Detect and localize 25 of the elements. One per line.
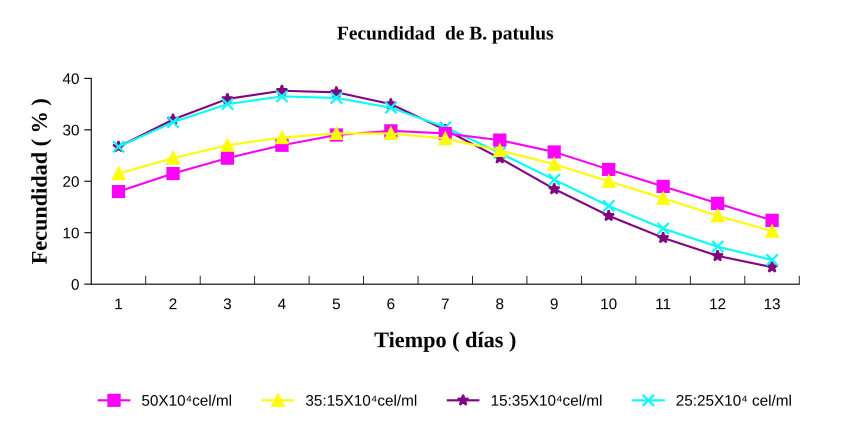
y-tick-label: 40 <box>62 73 79 84</box>
legend-label: 50X10⁴cel/ml <box>142 394 232 406</box>
x-tick-label: 3 <box>224 298 231 310</box>
legend-label: 25:25X10⁴ cel/ml <box>676 394 791 406</box>
x-tick-label: 6 <box>387 298 394 310</box>
legend-label: 35:15X10⁴cel/ml <box>306 394 416 406</box>
y-tick-label: 20 <box>63 176 79 187</box>
x-tick-label: 10 <box>601 298 617 310</box>
x-tick-label: 5 <box>332 298 340 310</box>
x-tick-label: 4 <box>278 298 286 310</box>
y-axis-title: Fecundidad ( % ) <box>31 99 52 264</box>
x-tick-label: 8 <box>496 298 504 310</box>
x-tick-label: 11 <box>656 298 670 310</box>
y-tick-label: 10 <box>64 228 79 238</box>
x-tick-label: 7 <box>442 298 449 310</box>
x-tick-label: 2 <box>169 298 176 310</box>
x-tick-label: 9 <box>550 298 558 310</box>
x-tick-label: 12 <box>710 298 726 310</box>
x-tick-label: 1 <box>115 298 122 310</box>
y-tick-label: 0 <box>72 279 79 290</box>
x-tick-label: 13 <box>764 298 780 310</box>
legend-label: 15:35X10⁴cel/ml <box>492 394 602 406</box>
x-axis-title: Tiempo ( días ) <box>374 332 516 352</box>
chart-title: Fecundidad de B. patulus <box>337 26 554 44</box>
y-tick-label: 30 <box>63 124 79 136</box>
